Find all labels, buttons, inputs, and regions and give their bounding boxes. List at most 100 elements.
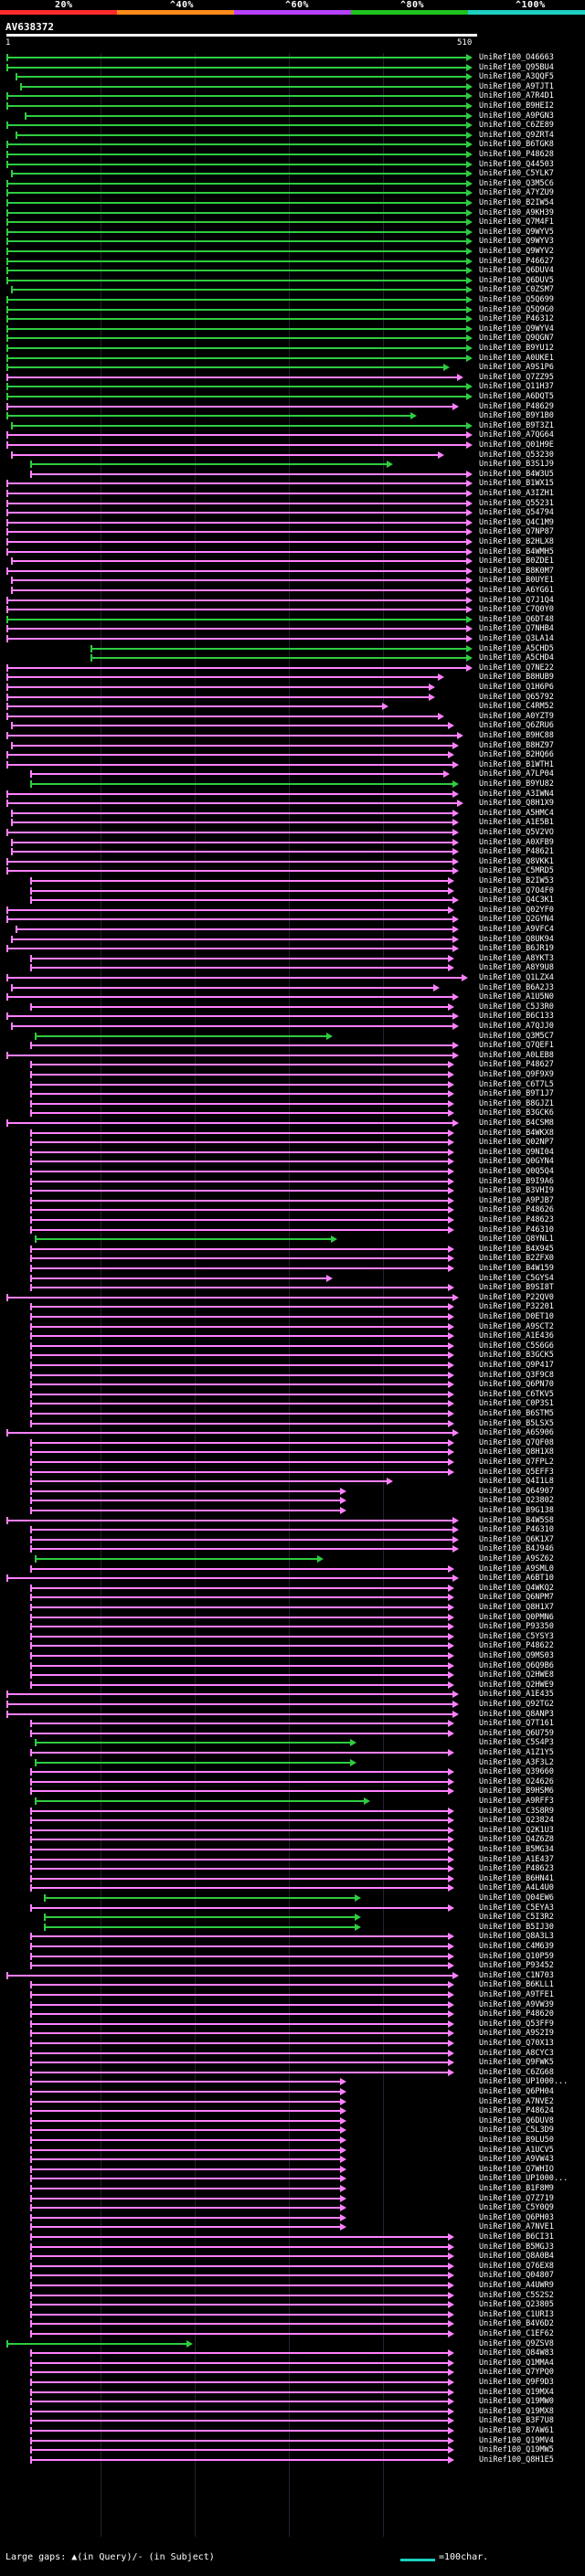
hit-id-link[interactable]: UniRef100_Q65792 [479,692,554,702]
hit-alignment-bar[interactable] [34,1034,327,1037]
hit-alignment-bar[interactable] [29,1335,449,1338]
hit-alignment-bar[interactable] [29,1683,449,1686]
hit-alignment-bar[interactable] [11,579,467,582]
hit-alignment-bar[interactable] [11,589,467,591]
hit-alignment-bar[interactable] [29,2207,342,2210]
hit-id-link[interactable]: UniRef100_B0ZDE1 [479,557,554,567]
hit-alignment-bar[interactable] [6,299,467,301]
hit-alignment-bar[interactable] [6,802,458,805]
hit-id-link[interactable]: UniRef100_Q64907 [479,1486,554,1496]
hit-id-link[interactable]: UniRef100_P48623 [479,1215,554,1224]
hit-id-link[interactable]: UniRef100_Q8H1X7 [479,1603,554,1612]
hit-id-link[interactable]: UniRef100_A7NVE2 [479,2096,554,2106]
hit-alignment-bar[interactable] [6,618,467,620]
hit-id-link[interactable]: UniRef100_Q8H1X9 [479,799,554,809]
hit-alignment-bar[interactable] [29,2129,342,2132]
hit-id-link[interactable]: UniRef100_C5MRD5 [479,866,554,876]
hit-id-link[interactable]: UniRef100_B8GJZ1 [479,1098,554,1108]
hit-id-link[interactable]: UniRef100_B5MGJ3 [479,2242,554,2252]
hit-alignment-bar[interactable] [11,560,467,563]
hit-alignment-bar[interactable] [29,1257,449,1260]
hit-id-link[interactable]: UniRef100_P93452 [479,1961,554,1971]
hit-alignment-bar[interactable] [29,1790,449,1793]
hit-id-link[interactable]: UniRef100_A9S1P6 [479,363,554,373]
hit-alignment-bar[interactable] [29,1819,449,1822]
hit-alignment-bar[interactable] [29,1955,449,1957]
hit-id-link[interactable]: UniRef100_B3GCK6 [479,1108,554,1118]
hit-alignment-bar[interactable] [29,1112,449,1115]
hit-alignment-bar[interactable] [6,250,467,252]
hit-id-link[interactable]: UniRef100_A5CHD4 [479,653,554,663]
hit-alignment-bar[interactable] [11,1025,453,1027]
hit-id-link[interactable]: UniRef100_A1E437 [479,1854,554,1864]
hit-alignment-bar[interactable] [29,1354,449,1357]
hit-alignment-bar[interactable] [11,725,449,727]
hit-alignment-bar[interactable] [43,1897,356,1899]
hit-alignment-bar[interactable] [29,1306,449,1309]
hit-id-link[interactable]: UniRef100_Q3LA14 [479,634,554,643]
hit-alignment-bar[interactable] [6,230,467,233]
hit-alignment-bar[interactable] [29,1064,449,1066]
hit-alignment-bar[interactable] [29,2051,449,2054]
hit-alignment-bar[interactable] [29,1180,449,1182]
hit-alignment-bar[interactable] [11,453,440,456]
hit-alignment-bar[interactable] [29,1664,449,1667]
hit-alignment-bar[interactable] [29,1470,449,1473]
hit-alignment-bar[interactable] [29,2274,449,2277]
hit-alignment-bar[interactable] [29,1596,449,1599]
hit-alignment-bar[interactable] [29,2139,342,2141]
hit-alignment-bar[interactable] [20,85,467,88]
hit-alignment-bar[interactable] [6,405,453,408]
hit-id-link[interactable]: UniRef100_B8HZ97 [479,740,554,750]
hit-alignment-bar[interactable] [29,2168,342,2170]
hit-alignment-bar[interactable] [29,1887,449,1890]
hit-id-link[interactable]: UniRef100_A9KH39 [479,207,554,217]
hit-id-link[interactable]: UniRef100_Q23805 [479,2300,554,2310]
hit-alignment-bar[interactable] [29,1538,453,1541]
hit-id-link[interactable]: UniRef100_D0ET10 [479,1312,554,1321]
hit-alignment-bar[interactable] [6,163,467,165]
hit-id-link[interactable]: UniRef100_Q3M5C7 [479,1031,554,1041]
hit-id-link[interactable]: UniRef100_Q10P59 [479,1951,554,1961]
hit-id-link[interactable]: UniRef100_Q7M4F1 [479,217,554,228]
hit-id-link[interactable]: UniRef100_B6CI31 [479,2232,554,2242]
hit-id-link[interactable]: UniRef100_B6JR19 [479,944,554,954]
hit-id-link[interactable]: UniRef100_Q53FF9 [479,2019,554,2029]
hit-alignment-bar[interactable] [29,2032,449,2035]
hit-id-link[interactable]: UniRef100_Q7YPQ0 [479,2368,554,2378]
hit-alignment-bar[interactable] [29,2304,449,2306]
hit-id-link[interactable]: UniRef100_A9S2I9 [479,2029,554,2039]
hit-id-link[interactable]: UniRef100_Q9WYV3 [479,237,554,247]
hit-alignment-bar[interactable] [29,889,449,892]
hit-id-link[interactable]: UniRef100_A5CHD5 [479,643,554,653]
hit-alignment-bar[interactable] [29,1044,453,1047]
hit-id-link[interactable]: UniRef100_Q04807 [479,2271,554,2281]
hit-id-link[interactable]: UniRef100_Q8H1E5 [479,2454,554,2465]
hit-id-link[interactable]: UniRef100_A6S906 [479,1428,554,1438]
hit-alignment-bar[interactable] [6,327,467,330]
hit-id-link[interactable]: UniRef100_A1U5N0 [479,992,554,1002]
hit-id-link[interactable]: UniRef100_A3IZH1 [479,489,554,498]
hit-alignment-bar[interactable] [6,502,467,504]
hit-id-link[interactable]: UniRef100_B2ZFX0 [479,1254,554,1264]
hit-alignment-bar[interactable] [29,1780,449,1783]
hit-id-link[interactable]: UniRef100_C0ZSM7 [479,285,554,295]
hit-id-link[interactable]: UniRef100_P48629 [479,401,554,411]
hit-alignment-bar[interactable] [29,2449,449,2452]
hit-id-link[interactable]: UniRef100_Q7QF08 [479,1437,554,1447]
hit-id-link[interactable]: UniRef100_Q4I1L8 [479,1477,554,1487]
hit-alignment-bar[interactable] [29,2352,449,2355]
hit-alignment-bar[interactable] [6,221,467,224]
hit-alignment-bar[interactable] [6,908,449,911]
hit-id-link[interactable]: UniRef100_Q4C3K1 [479,896,554,906]
hit-alignment-bar[interactable] [34,1238,333,1241]
hit-alignment-bar[interactable] [29,1606,449,1608]
hit-id-link[interactable]: UniRef100_A0LEB8 [479,1050,554,1060]
hit-alignment-bar[interactable] [29,1422,449,1425]
hit-id-link[interactable]: UniRef100_Q7WHIO [479,2164,554,2174]
hit-alignment-bar[interactable] [29,2458,449,2461]
hit-id-link[interactable]: UniRef100_Q2GYN4 [479,915,554,925]
hit-alignment-bar[interactable] [29,2100,342,2103]
hit-alignment-bar[interactable] [29,1199,449,1202]
hit-id-link[interactable]: UniRef100_Q6PN70 [479,1380,554,1390]
